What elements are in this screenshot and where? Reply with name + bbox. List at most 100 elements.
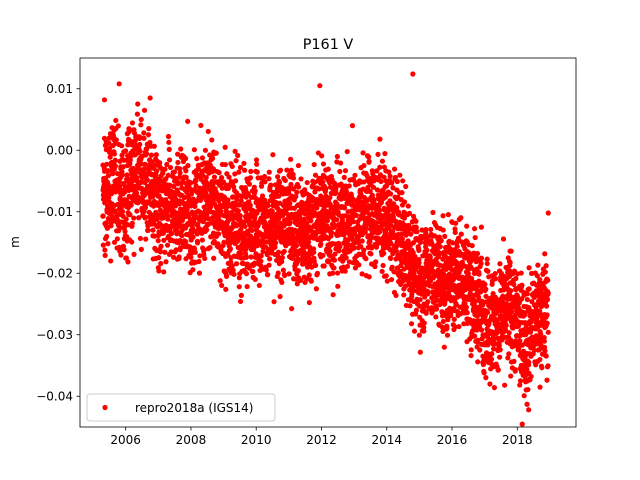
data-point — [379, 158, 386, 164]
outlier-point — [524, 401, 530, 407]
data-point — [342, 268, 348, 274]
data-point — [445, 212, 451, 218]
data-point — [312, 172, 319, 178]
data-point — [511, 281, 517, 287]
data-point — [325, 259, 332, 265]
data-point — [279, 279, 285, 285]
data-point — [116, 244, 122, 250]
data-point — [273, 240, 279, 246]
data-point — [131, 251, 137, 257]
data-point — [308, 218, 314, 224]
data-point — [544, 312, 550, 318]
data-point — [526, 286, 532, 292]
data-point — [379, 268, 385, 275]
data-point — [138, 116, 144, 123]
data-point — [293, 242, 300, 249]
data-point — [277, 208, 283, 214]
plot-frame — [79, 57, 577, 428]
data-point — [478, 327, 485, 333]
data-point — [497, 354, 503, 360]
data-point — [268, 182, 274, 188]
data-point — [211, 238, 217, 244]
data-point — [353, 212, 359, 218]
data-point — [339, 217, 346, 223]
data-point — [367, 188, 373, 194]
y-axis-label: m — [8, 236, 22, 248]
data-point — [263, 267, 269, 273]
data-point — [142, 161, 148, 167]
data-point — [444, 332, 451, 338]
data-point — [252, 188, 258, 194]
data-point — [330, 292, 336, 298]
data-point — [162, 166, 168, 172]
data-point — [282, 272, 288, 279]
data-point — [341, 205, 348, 211]
data-point — [417, 297, 423, 303]
data-point — [154, 216, 160, 222]
data-point — [482, 281, 488, 287]
data-point — [411, 328, 418, 334]
data-point — [311, 249, 317, 255]
data-point — [279, 255, 285, 261]
data-point — [394, 178, 400, 185]
data-point — [269, 210, 276, 217]
data-point — [177, 166, 183, 172]
data-point — [115, 123, 121, 129]
data-point — [165, 172, 171, 178]
data-point — [359, 238, 365, 244]
data-point — [171, 183, 177, 189]
data-point — [145, 227, 151, 233]
data-point — [543, 303, 550, 309]
data-point — [105, 172, 112, 179]
data-point — [537, 384, 543, 390]
data-point — [202, 255, 208, 262]
data-point — [319, 153, 325, 159]
data-point — [275, 174, 281, 180]
data-point — [282, 177, 288, 184]
data-point — [272, 244, 278, 250]
y-tick-label: −0.04 — [36, 390, 73, 404]
data-point — [359, 271, 365, 277]
data-point — [286, 186, 292, 192]
data-point — [193, 177, 199, 184]
data-point — [481, 370, 487, 376]
data-point — [334, 202, 340, 208]
data-point — [119, 172, 126, 178]
data-point — [306, 272, 312, 278]
data-point — [162, 249, 168, 255]
data-point — [172, 203, 179, 209]
data-point — [173, 247, 179, 253]
data-point — [440, 227, 446, 233]
data-point — [293, 193, 299, 200]
data-point — [309, 183, 315, 189]
data-point — [383, 230, 389, 236]
data-point — [542, 251, 548, 257]
data-point — [462, 263, 468, 269]
data-point — [277, 293, 283, 300]
data-point — [287, 200, 293, 206]
outlier-point — [491, 385, 498, 391]
data-point — [419, 227, 425, 233]
data-point — [167, 182, 173, 188]
data-points — [100, 71, 551, 427]
data-point — [437, 244, 443, 250]
data-point — [401, 215, 408, 221]
data-point — [483, 375, 489, 381]
data-point — [451, 316, 457, 322]
data-point — [178, 146, 184, 152]
data-point — [144, 177, 150, 183]
data-point — [190, 267, 196, 273]
data-point — [137, 235, 143, 242]
data-point — [248, 254, 254, 260]
data-point — [168, 230, 175, 237]
outlier-point — [126, 126, 132, 132]
data-point — [453, 220, 459, 226]
data-point — [528, 373, 534, 380]
data-point — [542, 269, 548, 275]
data-point — [519, 421, 525, 427]
data-point — [111, 239, 118, 245]
data-point — [183, 168, 189, 174]
data-point — [522, 312, 528, 318]
data-point — [265, 203, 271, 209]
data-point — [104, 233, 110, 240]
